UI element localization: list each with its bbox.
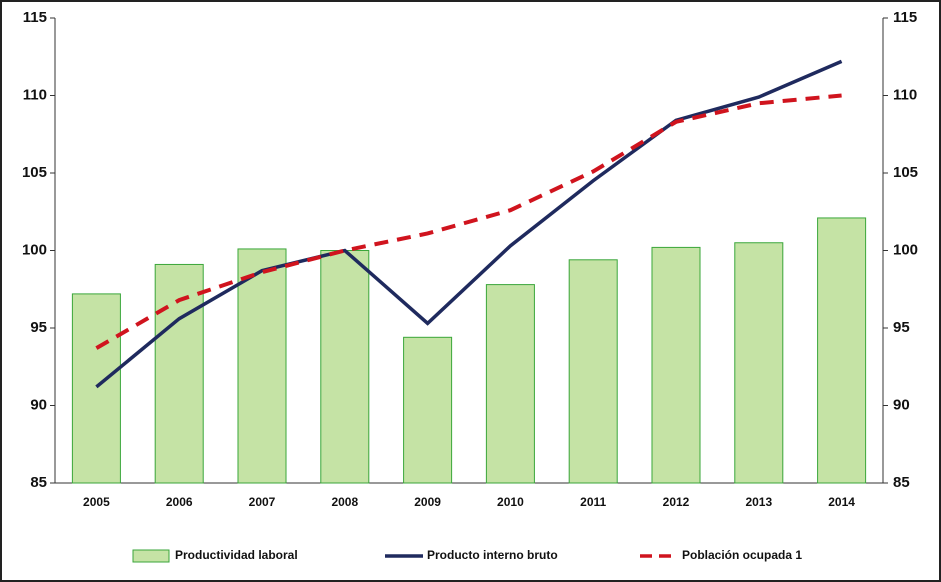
line: [95, 93, 842, 350]
x-tick-label: 2011: [580, 495, 606, 509]
y2-tick-label: 95: [893, 319, 910, 336]
bar: [568, 259, 618, 484]
bar: [403, 336, 453, 484]
x-tick-label: 2014: [828, 495, 855, 509]
y-tick-label: 115: [23, 9, 47, 26]
bar: [485, 284, 535, 484]
bar: [817, 217, 867, 484]
y-tick-label: 85: [30, 474, 47, 491]
y-tick-label: 105: [22, 164, 47, 181]
y2-tick-label: 90: [893, 396, 910, 413]
bar: [734, 242, 784, 484]
bar: [237, 248, 287, 484]
legend-label: Producto interno bruto: [427, 548, 558, 562]
x-tick-label: 2012: [663, 495, 690, 509]
x-tick-label: 2009: [414, 495, 441, 509]
y-tick-label: 100: [22, 241, 47, 258]
y2-tick-label: 85: [893, 474, 910, 491]
y2-tick-label: 105: [893, 164, 918, 181]
bar: [320, 250, 370, 484]
x-tick-label: 2005: [83, 495, 110, 509]
legend-label: Productividad laboral: [175, 548, 298, 562]
y-tick-label: 110: [23, 86, 47, 103]
y-tick-label: 90: [30, 396, 47, 413]
y2-tick-label: 100: [893, 241, 918, 258]
x-tick-label: 2008: [331, 495, 358, 509]
x-tick-label: 2006: [166, 495, 193, 509]
bar: [651, 246, 701, 484]
y2-tick-label: 115: [893, 9, 917, 26]
line: [95, 59, 843, 389]
x-tick-label: 2010: [497, 495, 524, 509]
x-tick-label: 2013: [745, 495, 772, 509]
y2-tick-label: 110: [893, 86, 917, 103]
bar: [154, 263, 204, 484]
y-tick-label: 95: [30, 319, 47, 336]
legend-label: Población ocupada 1: [682, 548, 802, 562]
bar: [71, 293, 121, 484]
x-tick-label: 2007: [249, 495, 276, 509]
legend-swatch: [132, 549, 170, 563]
